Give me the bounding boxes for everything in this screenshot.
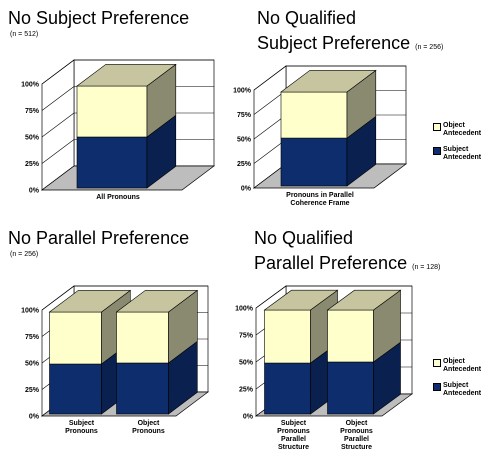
bar-subject-front <box>116 362 169 415</box>
gridline <box>253 65 287 91</box>
x-tick-label: Pronouns <box>65 428 98 435</box>
chart-title-1: No Subject Preference <box>8 8 190 28</box>
y-tick-label: 100% <box>21 308 40 315</box>
bar-subject-front <box>49 363 102 415</box>
chart-n-2: (n = 256) <box>415 44 444 51</box>
x-tick-label: Pronouns in Parallel <box>286 192 354 199</box>
bar-object-front <box>280 91 348 139</box>
y-tick-label: 50% <box>25 361 40 368</box>
chart-n-4: (n = 128) <box>412 264 441 271</box>
x-tick-label: Parallel <box>344 436 369 443</box>
gridline <box>253 139 287 164</box>
bar-object-front <box>116 311 169 364</box>
y-tick-label: 75% <box>237 112 252 119</box>
x-tick-label: Object <box>346 420 368 427</box>
legend-item-subject: Subject Antecedent <box>433 146 483 162</box>
y-tick-label: 75% <box>239 333 254 340</box>
gridline <box>41 59 75 85</box>
bar-object-top <box>280 70 377 93</box>
x-tick-label: Subject <box>69 420 95 427</box>
bar-object-top <box>326 289 402 311</box>
bar-object-front <box>76 85 148 138</box>
y-tick-label: 25% <box>237 161 252 168</box>
x-tick-label: Object <box>138 420 160 427</box>
y-tick-label: 25% <box>25 161 40 168</box>
gridline <box>253 114 287 140</box>
y-tick-label: 50% <box>239 360 254 367</box>
bar-object-front <box>49 311 102 365</box>
chart-2: 0% 25% 50% 75% 100% Pronouns in ParallelCoher… <box>233 65 408 207</box>
chart-title-2b: Subject Preference (n = 256) <box>257 33 444 53</box>
gridline <box>41 285 75 311</box>
x-tick-label: All Pronouns <box>96 194 140 201</box>
x-tick-label: Structure <box>341 444 372 451</box>
bar-subject-front <box>280 137 348 187</box>
bar-object-top <box>76 64 177 87</box>
chart-1: 0% 25% 50% 75% 100% All Pronouns <box>21 59 216 201</box>
y-tick-label: 0% <box>243 414 254 421</box>
bar-subject-front <box>264 362 311 415</box>
bar-subject-front <box>76 136 148 189</box>
y-tick-label: 75% <box>25 108 40 115</box>
legend-item-subject: Subject Antecedent <box>433 382 483 398</box>
legend-swatch-object <box>433 123 441 131</box>
x-tick-label: Structure <box>278 444 309 451</box>
legend-swatch-object <box>433 359 441 367</box>
gridline <box>41 139 75 164</box>
gridline <box>41 112 75 138</box>
chart-4: 0%25%50%75%100%SubjectPronounsParallelSt… <box>235 285 414 451</box>
gridline <box>41 86 75 111</box>
chart-title-3: No Parallel Preference <box>8 228 190 248</box>
legend-swatch-subject <box>433 383 441 391</box>
legend-bottom: Object Antecedent Subject Antecedent <box>433 358 483 406</box>
y-tick-label: 50% <box>25 135 40 142</box>
y-tick-label: 0% <box>29 188 40 195</box>
x-tick-label: Parallel <box>281 436 306 443</box>
bar-object-top <box>48 290 132 313</box>
gridline <box>253 90 287 115</box>
legend-top: Object Antecedent Subject Antecedent <box>433 122 483 170</box>
x-tick-label: Pronouns <box>340 428 373 435</box>
y-tick-label: 100% <box>235 306 254 313</box>
bar-object-front <box>264 309 311 364</box>
bar-object-top <box>115 290 199 313</box>
bar-object-top <box>263 289 339 311</box>
chart-n-3: (n = 256) <box>10 251 39 258</box>
y-tick-label: 100% <box>21 82 40 89</box>
x-tick-label: Coherence Frame <box>290 200 349 207</box>
chart-n-1: (n = 512) <box>10 31 39 38</box>
x-tick-label: Pronouns <box>277 428 310 435</box>
y-tick-label: 25% <box>25 387 40 394</box>
y-tick-label: 75% <box>25 334 40 341</box>
x-tick-label: Pronouns <box>132 428 165 435</box>
legend-item-object: Object Antecedent <box>433 122 483 138</box>
y-tick-label: 0% <box>241 186 252 193</box>
chart-title-4a: No Qualified <box>254 228 354 248</box>
x-tick-label: Subject <box>281 420 307 427</box>
chart-title-2a: No Qualified <box>257 8 357 28</box>
y-tick-label: 100% <box>233 88 252 95</box>
y-tick-label: 50% <box>237 137 252 144</box>
chart-title-4b: Parallel Preference (n = 128) <box>254 253 441 273</box>
y-tick-label: 0% <box>29 414 40 421</box>
y-tick-label: 25% <box>239 387 254 394</box>
legend-swatch-subject <box>433 147 441 155</box>
legend-item-object: Object Antecedent <box>433 358 483 374</box>
gridline <box>255 285 287 309</box>
chart-3: 0%25%50%75%100%SubjectPronounsObjectPron… <box>21 285 210 435</box>
bar-object-front <box>327 309 374 363</box>
bar-subject-front <box>327 361 374 415</box>
